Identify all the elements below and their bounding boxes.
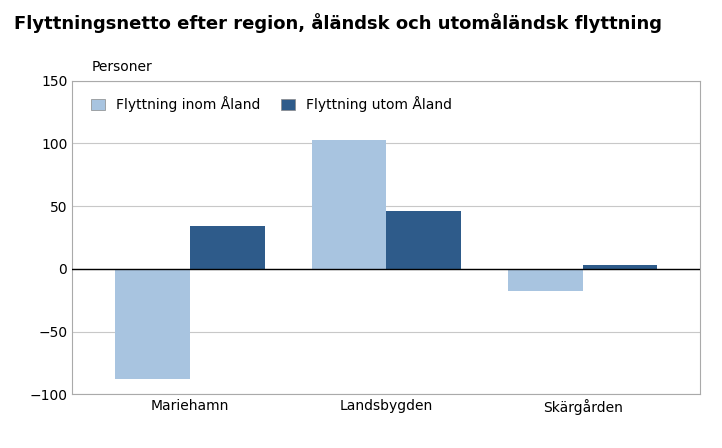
- Legend: Flyttning inom Åland, Flyttning utom Åland: Flyttning inom Åland, Flyttning utom Åla…: [85, 91, 458, 118]
- Bar: [583, 265, 657, 269]
- Bar: [190, 226, 264, 269]
- Bar: [508, 269, 583, 291]
- Text: Personer: Personer: [92, 60, 152, 74]
- Bar: [312, 140, 386, 269]
- Bar: [386, 211, 461, 269]
- Bar: [116, 269, 190, 379]
- Text: Flyttningsnetto efter region, åländsk och utomåländsk flyttning: Flyttningsnetto efter region, åländsk oc…: [14, 13, 663, 34]
